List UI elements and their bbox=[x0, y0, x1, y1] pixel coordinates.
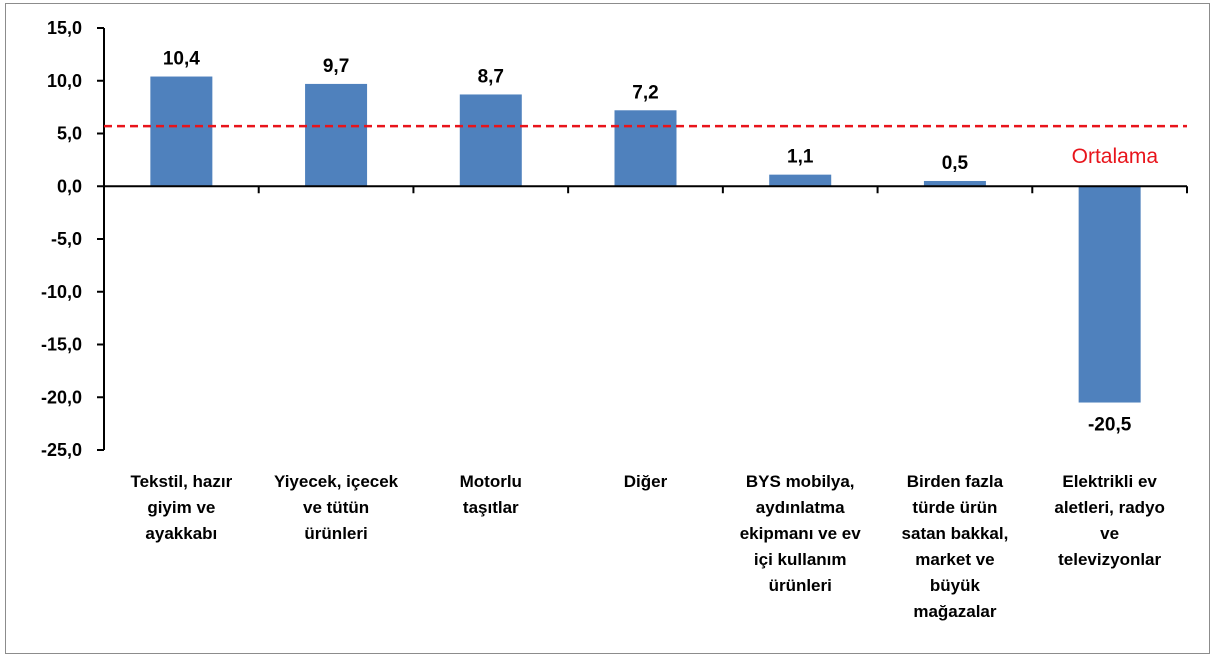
category-label: BYS mobilya, aydınlatma ekipmanı ve ev içi … bbox=[740, 472, 862, 595]
data-label: 1,1 bbox=[787, 147, 814, 168]
category-label-line: Yiyecek, içecek bbox=[274, 472, 399, 491]
bar bbox=[614, 110, 677, 187]
category-label: Motorlu taşıtlar bbox=[460, 472, 522, 517]
category-label-line: ekipmanı ve ev bbox=[740, 524, 862, 543]
category-label-line: Birden fazla bbox=[907, 472, 1004, 491]
category-label-line: Elektrikli ev bbox=[1062, 472, 1157, 491]
category-label-line: giyim ve bbox=[147, 498, 215, 517]
y-tick-label: -10,0 bbox=[41, 282, 82, 302]
category-label-line: BYS mobilya, bbox=[746, 472, 855, 491]
category-label-line: ürünleri bbox=[304, 524, 367, 543]
data-label: 0,5 bbox=[942, 153, 969, 174]
category-label: Elektrikli ev aletleri, radyo ve televizyon… bbox=[1054, 472, 1165, 569]
data-label: -20,5 bbox=[1088, 415, 1132, 436]
bar bbox=[459, 94, 522, 187]
data-label: 10,4 bbox=[163, 49, 200, 70]
category-label-line: Diğer bbox=[624, 472, 668, 491]
category-label-line: taşıtlar bbox=[463, 498, 519, 517]
bar bbox=[1078, 186, 1141, 403]
category-label-line: mağazalar bbox=[913, 602, 997, 621]
bar bbox=[923, 180, 986, 187]
y-tick-label: 5,0 bbox=[57, 124, 82, 144]
data-label: 9,7 bbox=[323, 56, 349, 77]
y-tick-label: 15,0 bbox=[47, 18, 82, 38]
category-label-line: market ve bbox=[915, 550, 994, 569]
y-tick-label: -5,0 bbox=[51, 229, 82, 249]
bar bbox=[150, 76, 213, 187]
category-label-line: televizyonlar bbox=[1058, 550, 1161, 569]
category-label: Birden fazla türde ürün satan bakkal, marke… bbox=[902, 472, 1009, 621]
data-label: 8,7 bbox=[478, 66, 504, 87]
category-label: Yiyecek, içecek ve tütün ürünleri bbox=[274, 472, 399, 543]
category-label-line: büyük bbox=[930, 576, 981, 595]
category-label: Tekstil, hazır giyim ve ayakkabı bbox=[130, 472, 232, 543]
data-label: 7,2 bbox=[632, 82, 658, 103]
category-label-line: ve tütün bbox=[303, 498, 369, 517]
bar bbox=[769, 174, 832, 187]
category-label-line: satan bakkal, bbox=[902, 524, 1009, 543]
category-label-line: ayakkabı bbox=[145, 524, 217, 543]
category-label: Diğer bbox=[624, 472, 668, 491]
category-label-line: aydınlatma bbox=[756, 498, 845, 517]
category-label-line: ürünleri bbox=[769, 576, 832, 595]
y-tick-label: -20,0 bbox=[41, 387, 82, 407]
category-label-line: aletleri, radyo bbox=[1054, 498, 1165, 517]
y-tick-label: -15,0 bbox=[41, 335, 82, 355]
y-tick-label: 10,0 bbox=[47, 71, 82, 91]
category-label-line: Motorlu bbox=[460, 472, 522, 491]
y-tick-label: -25,0 bbox=[41, 440, 82, 460]
bar bbox=[305, 83, 368, 187]
y-tick-label: 0,0 bbox=[57, 176, 82, 196]
category-label-line: Tekstil, hazır bbox=[130, 472, 232, 491]
category-label-line: ve bbox=[1100, 524, 1119, 543]
category-label-line: türde ürün bbox=[912, 498, 997, 517]
category-label-line: içi kullanım bbox=[754, 550, 847, 569]
average-label: Ortalama bbox=[1072, 145, 1159, 168]
